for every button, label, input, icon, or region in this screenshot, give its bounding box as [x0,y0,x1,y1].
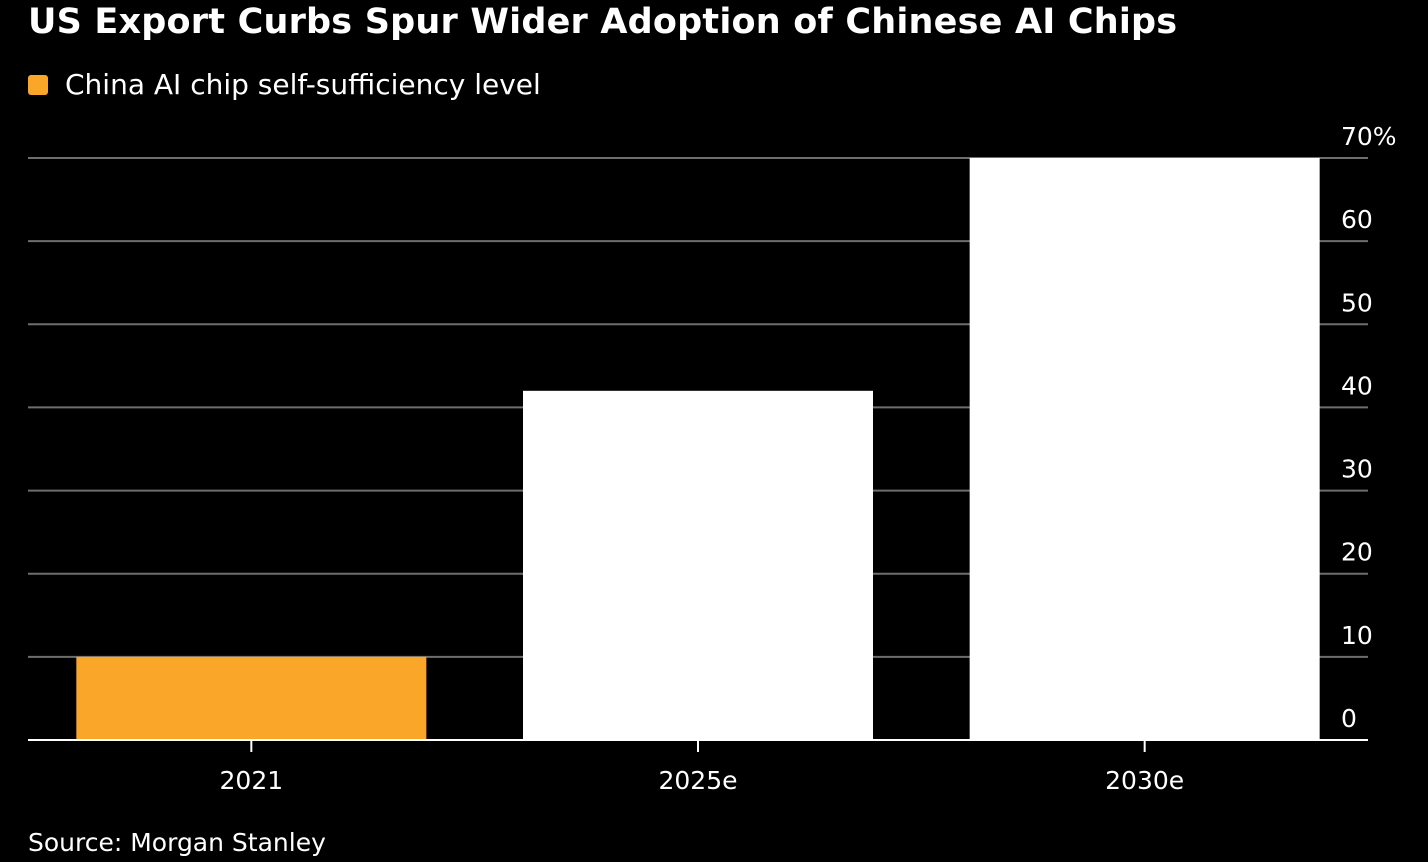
y-tick-label-70: 70% [1341,122,1397,151]
legend-label: China AI chip self-sufficiency level [65,68,541,101]
bar-2025e [523,390,873,740]
x-axis-tick-labels: 2021 2025e 2030e [220,766,1185,795]
x-tick-label-2025e: 2025e [658,766,737,795]
x-tick-label-2021: 2021 [220,766,284,795]
bar-2030e [969,158,1320,740]
y-tick-label-0: 0 [1341,704,1357,733]
chart-title: US Export Curbs Spur Wider Adoption of C… [28,2,1178,42]
y-tick-label-20: 20 [1341,538,1373,567]
y-tick-label-10: 10 [1341,621,1373,650]
legend: China AI chip self-sufficiency level [28,68,541,101]
y-tick-label-60: 60 [1341,205,1373,234]
y-axis-tick-labels: 0 10 20 30 40 50 60 70% [1341,122,1397,733]
x-tick-label-2030e: 2030e [1105,766,1184,795]
bar-2021 [76,656,427,740]
y-tick-label-30: 30 [1341,455,1373,484]
bars [76,158,1320,740]
source-note: Source: Morgan Stanley [28,828,326,857]
x-axis [28,739,1368,752]
y-tick-label-40: 40 [1341,371,1373,400]
legend-swatch [28,74,48,95]
y-tick-label-50: 50 [1341,288,1373,317]
